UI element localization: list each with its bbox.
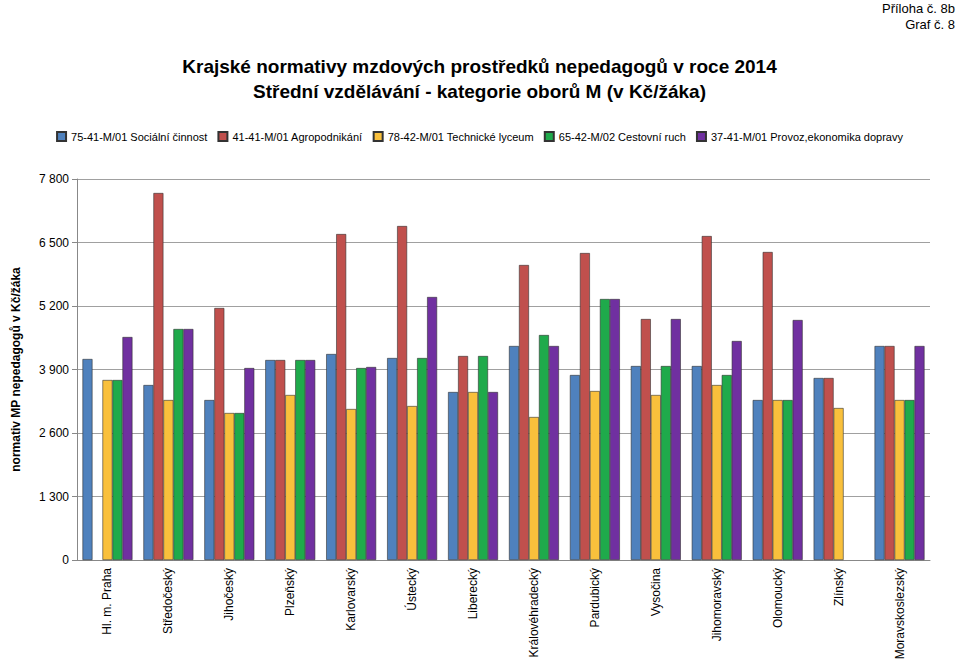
svg-text:Pardubický: Pardubický [588,568,602,627]
svg-text:Střední vzdělávání - kategorie: Střední vzdělávání - kategorie oborů M (… [253,81,706,102]
svg-text:Moravskoslezský: Moravskoslezský [893,568,907,659]
svg-text:0: 0 [62,553,69,567]
svg-text:Hl. m. Praha: Hl. m. Praha [100,568,114,635]
svg-text:75-41-M/01 Sociální činnost: 75-41-M/01 Sociální činnost [71,131,207,143]
svg-text:Olomoucký: Olomoucký [771,568,785,628]
svg-text:3 900: 3 900 [39,363,69,377]
svg-text:7 800: 7 800 [39,172,69,186]
svg-text:1 300: 1 300 [39,490,69,504]
svg-text:65-42-M/02 Cestovní ruch: 65-42-M/02 Cestovní ruch [559,131,686,143]
svg-text:78-42-M/01 Technické lyceum: 78-42-M/01 Technické lyceum [388,131,534,143]
svg-text:Královéhradecký: Královéhradecký [527,568,541,657]
svg-text:6 500: 6 500 [39,236,69,250]
svg-text:5 200: 5 200 [39,299,69,313]
svg-text:Jihočeský: Jihočeský [222,568,236,621]
svg-text:Vysočina: Vysočina [649,568,663,617]
svg-text:Graf č. 8: Graf č. 8 [905,17,955,32]
svg-text:Karlovarský: Karlovarský [344,568,358,631]
svg-text:Příloha č. 8b: Příloha č. 8b [882,1,955,16]
svg-text:Krajské normativy mzdových pro: Krajské normativy mzdových prostředků ne… [182,56,777,77]
svg-text:normativ MP nepedagogů v Kč/žá: normativ MP nepedagogů v Kč/žáka [9,267,23,472]
svg-text:37-41-M/01 Provoz,ekonomika do: 37-41-M/01 Provoz,ekonomika dopravy [711,131,903,143]
svg-text:Plzeňský: Plzeňský [283,568,297,616]
svg-text:Ústecký: Ústecký [404,568,419,611]
svg-text:Liberecký: Liberecký [466,568,480,619]
svg-text:41-41-M/01 Agropodnikání: 41-41-M/01 Agropodnikání [232,131,362,143]
svg-text:2 600: 2 600 [39,426,69,440]
svg-text:Zlínský: Zlínský [832,568,846,606]
svg-text:Středočeský: Středočeský [161,568,175,634]
svg-text:Jihomoravský: Jihomoravský [710,568,724,641]
